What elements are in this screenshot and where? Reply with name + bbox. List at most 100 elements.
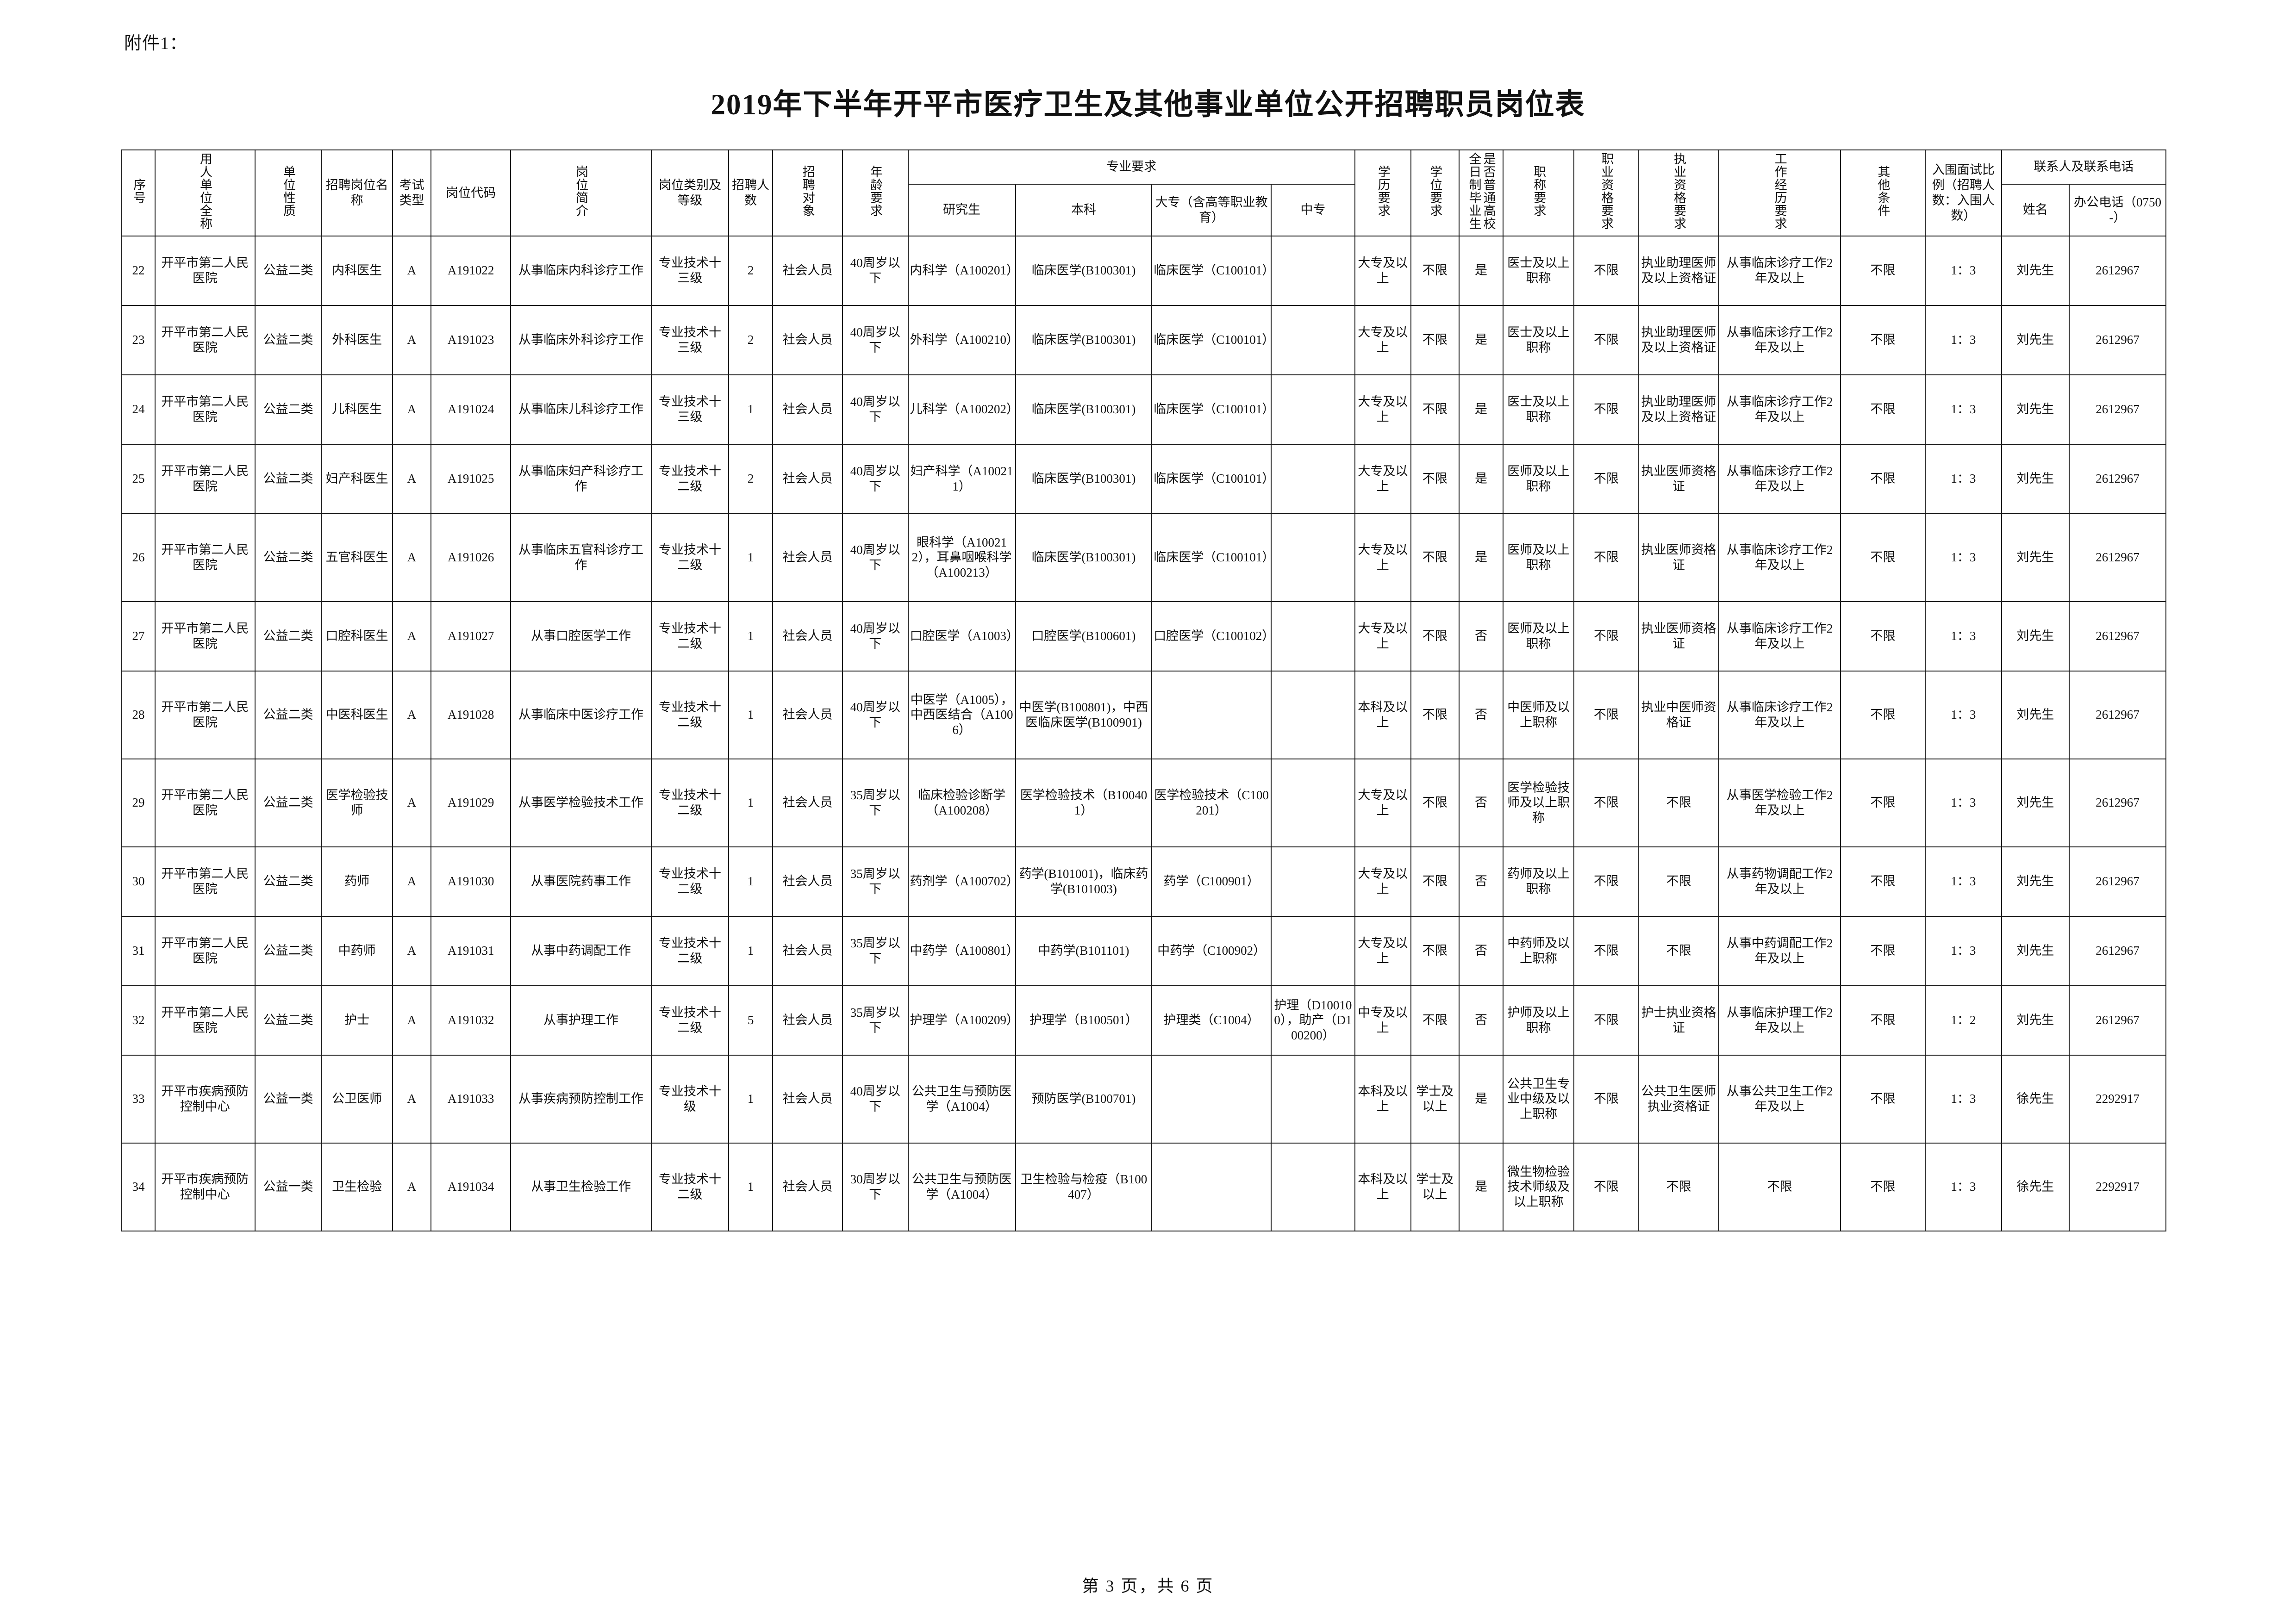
cell-post-intro: 从事卫生检验工作 xyxy=(510,1142,652,1231)
cell-seq: 25 xyxy=(121,443,156,514)
cell-other-conditions: 不限 xyxy=(1840,513,1926,602)
cell-full-time-graduate: 是 xyxy=(1458,1142,1504,1231)
header-practice-qualification: 执业资格要求 xyxy=(1638,149,1720,236)
cell-education-requirement: 大专及以上 xyxy=(1354,305,1411,375)
job-listing-table: 序号 用人单位全称 单位性质 招聘岗位名称 考试类型 岗位代码 岗位简介 岗位类… xyxy=(121,149,2167,1231)
header-major-bachelor: 本科 xyxy=(1015,183,1153,236)
cell-major-college xyxy=(1151,1054,1272,1144)
cell-major-graduate: 外科学（A100210） xyxy=(907,305,1019,375)
cell-post-intro: 从事中药调配工作 xyxy=(510,915,652,986)
cell-age-requirement: 35周岁以下 xyxy=(842,758,909,847)
cell-seq: 29 xyxy=(121,758,156,847)
cell-full-time-graduate: 否 xyxy=(1458,915,1504,986)
cell-occupation-qualification: 不限 xyxy=(1573,985,1639,1056)
cell-post-intro: 从事医学检验技术工作 xyxy=(510,758,652,847)
cell-headcount: 1 xyxy=(728,1142,774,1231)
cell-post-name: 公卫医师 xyxy=(321,1054,393,1144)
job-listing-table-container: 序号 用人单位全称 单位性质 招聘岗位名称 考试类型 岗位代码 岗位简介 岗位类… xyxy=(121,149,2167,1231)
header-education-requirement-label: 学历要求 xyxy=(1376,165,1390,217)
cell-age-requirement: 40周岁以下 xyxy=(842,670,909,759)
cell-seq: 32 xyxy=(121,985,156,1056)
table-row: 27 开平市第二人民医院 公益二类 口腔科医生 A A191027 从事口腔医学工作 专业技术… xyxy=(121,601,2167,672)
cell-major-graduate: 内科学（A100201） xyxy=(907,235,1019,306)
cell-headcount: 2 xyxy=(728,235,774,306)
cell-major-bachelor: 预防医学(B100701) xyxy=(1015,1054,1153,1144)
cell-major-bachelor: 中药学(B101101) xyxy=(1015,915,1153,986)
cell-education-requirement: 中专及以上 xyxy=(1354,985,1411,1056)
cell-recruit-target: 社会人员 xyxy=(772,1142,843,1231)
cell-major-vocational xyxy=(1270,443,1355,514)
header-unit-nature-label: 单位性质 xyxy=(281,165,295,217)
cell-major-vocational xyxy=(1270,915,1355,986)
header-work-experience: 工作经历要求 xyxy=(1718,149,1841,236)
cell-exam-type: A xyxy=(392,235,432,306)
cell-practice-qualification: 执业医师资格证 xyxy=(1638,443,1720,514)
header-interview-ratio-label: 入围面试比例（招聘人数：入围人数） xyxy=(1932,163,1995,223)
cell-interview-ratio: 1：3 xyxy=(1925,443,2002,514)
cell-post-category-level: 专业技术十二级 xyxy=(650,758,730,847)
cell-occupation-qualification: 不限 xyxy=(1573,305,1639,375)
cell-interview-ratio: 1：3 xyxy=(1925,374,2002,445)
cell-post-intro: 从事临床内科诊疗工作 xyxy=(510,235,652,306)
cell-work-experience: 从事公共卫生工作2年及以上 xyxy=(1718,1054,1841,1144)
cell-full-time-graduate: 是 xyxy=(1458,305,1504,375)
cell-degree-requirement: 不限 xyxy=(1410,235,1460,306)
cell-interview-ratio: 1：3 xyxy=(1925,305,2002,375)
header-practice-qualification-label: 执业资格要求 xyxy=(1672,152,1686,230)
cell-recruit-target: 社会人员 xyxy=(772,1054,843,1144)
table-row: 24 开平市第二人民医院 公益二类 儿科医生 A A191024 从事临床儿科诊疗工作 专业技… xyxy=(121,374,2167,445)
attachment-label: 附件1： xyxy=(124,34,188,53)
cell-major-college: 临床医学（C100101） xyxy=(1151,305,1274,375)
cell-post-name: 护士 xyxy=(321,985,393,1056)
cell-unit-nature: 公益二类 xyxy=(254,915,322,986)
header-degree-requirement-label: 学位要求 xyxy=(1428,165,1442,217)
cell-post-name: 药师 xyxy=(321,846,393,917)
cell-major-bachelor: 临床医学(B100301) xyxy=(1015,374,1153,445)
cell-major-vocational xyxy=(1270,846,1355,917)
header-contact-phone: 办公电话（0750-） xyxy=(2068,183,2167,236)
table-row: 30 开平市第二人民医院 公益二类 药师 A A191030 从事医院药事工作 专业技术十二级… xyxy=(121,846,2167,917)
cell-seq: 27 xyxy=(121,601,156,672)
cell-major-bachelor: 医学检验技术（B100401） xyxy=(1015,758,1153,847)
cell-other-conditions: 不限 xyxy=(1840,758,1926,847)
cell-occupation-qualification: 不限 xyxy=(1573,758,1639,847)
header-recruit-target-label: 招聘对象 xyxy=(800,165,815,217)
cell-degree-requirement: 不限 xyxy=(1410,670,1460,759)
cell-seq: 30 xyxy=(121,846,156,917)
header-unit-full-name: 用人单位全称 xyxy=(154,149,256,236)
cell-work-experience: 从事临床诊疗工作2年及以上 xyxy=(1718,670,1841,759)
cell-headcount: 1 xyxy=(728,758,774,847)
cell-practice-qualification: 执业助理医师及以上资格证 xyxy=(1638,235,1720,306)
cell-major-bachelor: 口腔医学(B100601) xyxy=(1015,601,1153,672)
cell-unit-full-name: 开平市第二人民医院 xyxy=(154,305,256,375)
cell-post-intro: 从事疾病预防控制工作 xyxy=(510,1054,652,1144)
header-major-requirement-label: 专业要求 xyxy=(1106,160,1157,174)
cell-contact-name: 刘先生 xyxy=(2001,670,2070,759)
cell-age-requirement: 30周岁以下 xyxy=(842,1142,909,1231)
cell-headcount: 2 xyxy=(728,305,774,375)
cell-education-requirement: 大专及以上 xyxy=(1354,915,1411,986)
header-post-name-label: 招聘岗位名称 xyxy=(325,178,388,207)
cell-practice-qualification: 不限 xyxy=(1638,846,1720,917)
cell-degree-requirement: 不限 xyxy=(1410,846,1460,917)
cell-title-requirement: 医士及以上职称 xyxy=(1503,374,1575,445)
cell-recruit-target: 社会人员 xyxy=(772,443,843,514)
cell-unit-full-name: 开平市第二人民医院 xyxy=(154,513,256,602)
cell-work-experience: 从事临床诊疗工作2年及以上 xyxy=(1718,443,1841,514)
cell-exam-type: A xyxy=(392,985,432,1056)
cell-contact-name: 徐先生 xyxy=(2001,1054,2070,1144)
cell-education-requirement: 本科及以上 xyxy=(1354,1142,1411,1231)
cell-work-experience: 从事临床诊疗工作2年及以上 xyxy=(1718,601,1841,672)
cell-contact-phone: 2612967 xyxy=(2068,915,2167,986)
cell-post-code: A191030 xyxy=(430,846,511,917)
cell-recruit-target: 社会人员 xyxy=(772,305,843,375)
table-row: 33 开平市疾病预防控制中心 公益一类 公卫医师 A A191033 从事疾病预防控制工作专… xyxy=(121,1054,2167,1144)
cell-post-category-level: 专业技术十三级 xyxy=(650,374,730,445)
cell-post-name: 内科医生 xyxy=(321,235,393,306)
cell-post-code: A191028 xyxy=(430,670,511,759)
cell-post-code: A191031 xyxy=(430,915,511,986)
cell-age-requirement: 40周岁以下 xyxy=(842,305,909,375)
cell-post-code: A191033 xyxy=(430,1054,511,1144)
table-row: 22 开平市第二人民医院 公益二类 内科医生 A A191022 从事临床内科诊疗工作 专业技… xyxy=(121,235,2167,306)
cell-major-graduate: 药剂学（A100702） xyxy=(907,846,1019,917)
